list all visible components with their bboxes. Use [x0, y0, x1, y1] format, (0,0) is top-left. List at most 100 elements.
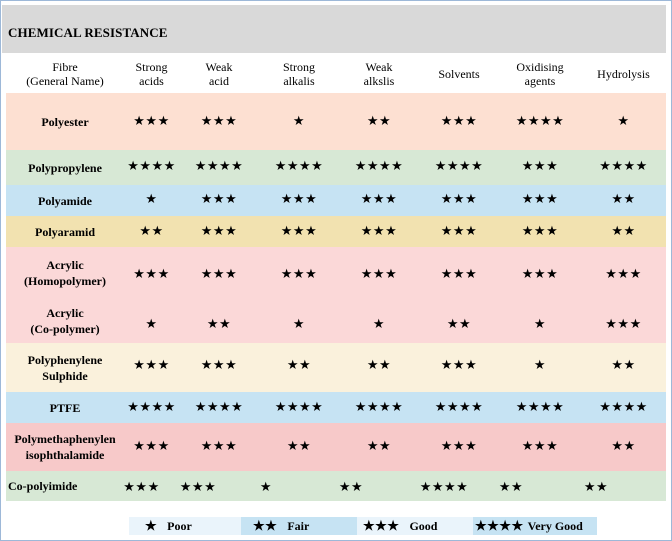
- fibre-name: Polyamide: [38, 193, 92, 208]
- fibre-name: Polypropylene: [28, 160, 102, 175]
- rating-weak-alkalis: ★★★★: [354, 158, 404, 173]
- header-weak-acid: Weak acid: [205, 60, 233, 88]
- rating-solvents: ★★★: [440, 191, 478, 206]
- rating-weak-alkalis: ★★★: [360, 266, 398, 281]
- rating-hydrolysis: ★★: [611, 223, 636, 238]
- rating-strong-alkalis: ★★★★: [274, 158, 324, 173]
- rating-oxidising-agents: ★★★★: [515, 399, 565, 414]
- rating-oxidising-agents: ★★★: [521, 438, 559, 453]
- rating-oxidising-agents: ★: [533, 357, 547, 372]
- legend-fair-stars: ★★: [253, 518, 278, 533]
- rating-weak-acid: ★★★: [179, 479, 217, 494]
- rating-strong-alkalis: ★★: [286, 438, 312, 453]
- rating-solvents: ★★★: [440, 113, 478, 128]
- rating-weak-acid: ★★★: [200, 113, 238, 128]
- rating-strong-acids: ★: [145, 191, 158, 206]
- rating-solvents: ★★★: [440, 438, 478, 453]
- rating-strong-acids: ★★★★: [127, 158, 176, 173]
- rating-strong-acids: ★★★: [133, 357, 170, 372]
- rating-strong-alkalis: ★: [292, 316, 306, 331]
- rating-weak-alkalis: ★★★★: [354, 399, 404, 414]
- fibre-name: PTFE: [49, 400, 81, 415]
- rating-strong-alkalis: ★★★: [280, 191, 318, 206]
- rating-weak-acid: ★★★★: [194, 158, 244, 173]
- header-row: Fibre (General Name) Strong acids Weak a…: [6, 55, 666, 93]
- rating-weak-acid: ★★★: [200, 438, 238, 453]
- fibre-name: Polyester: [41, 114, 89, 129]
- rating-weak-alkalis: ★★: [366, 438, 392, 453]
- legend-poor: ★ Poor: [129, 517, 241, 535]
- rating-hydrolysis: ★★: [611, 191, 636, 206]
- fibre-name: Polyphenylene Sulphide: [27, 352, 103, 383]
- rating-oxidising-agents: ★★★: [521, 266, 559, 281]
- rating-strong-acids: ★★★★: [127, 399, 176, 414]
- rating-strong-alkalis: ★: [259, 479, 273, 494]
- title-bar: CHEMICAL RESISTANCE: [2, 5, 666, 53]
- rating-oxidising-agents: ★★★: [521, 191, 559, 206]
- rating-strong-alkalis: ★★★★: [274, 399, 324, 414]
- rating-solvents: ★★★★: [434, 399, 484, 414]
- table-row: Polyphenylene Sulphide ★★★ ★★★ ★★ ★★ ★★★ ★ ★★: [6, 343, 666, 392]
- rating-strong-alkalis: ★★★: [280, 266, 318, 281]
- rating-solvents: ★★: [446, 316, 472, 331]
- header-hydrolysis: Hydrolysis: [597, 67, 650, 81]
- rating-oxidising-agents: ★★★: [521, 223, 559, 238]
- rating-strong-acids: ★★★: [133, 266, 170, 281]
- rating-weak-acid: ★★★: [200, 266, 238, 281]
- legend-good-stars: ★★★: [363, 518, 400, 533]
- table-row: Polypropylene ★★★★ ★★★★ ★★★★ ★★★★ ★★★★ ★★★ ★★★★: [6, 150, 666, 185]
- rating-strong-acids: ★★★: [133, 438, 170, 453]
- table-row: Polymethaphenylen isophthalamide ★★★ ★★★ ★★…: [6, 423, 666, 471]
- rating-weak-acid: ★★★: [200, 357, 238, 372]
- fibre-name: Acrylic (Co-polymer): [30, 306, 100, 336]
- rating-solvents: ★★★: [440, 357, 478, 372]
- legend-good: ★★★ Good: [357, 517, 473, 535]
- legend-very-good: ★★★★ Very Good: [473, 517, 597, 535]
- rating-weak-alkalis: ★★: [338, 479, 364, 494]
- legend-fair-label: Fair: [287, 518, 310, 533]
- rating-solvents: ★★★★: [419, 479, 469, 494]
- table-row: Acrylic (Co-polymer) ★ ★★ ★ ★ ★★ ★ ★★★: [6, 299, 666, 343]
- rating-hydrolysis: ★: [617, 113, 630, 128]
- rating-weak-alkalis: ★★★: [360, 191, 398, 206]
- rating-oxidising-agents: ★★★: [521, 158, 559, 173]
- fibre-name: Polymethaphenylen isophthalamide: [14, 432, 116, 462]
- table-row: Polyamide ★ ★★★ ★★★ ★★★ ★★★ ★★★ ★★: [6, 185, 666, 216]
- rating-hydrolysis: ★★★: [605, 316, 642, 331]
- rating-weak-acid: ★★★: [200, 191, 238, 206]
- table-row: Co-polyimide ★★★ ★★★ ★ ★★ ★★★★ ★★ ★★: [6, 471, 666, 501]
- rating-oxidising-agents: ★★: [498, 479, 524, 494]
- header-strong-acids: Strong acids: [135, 60, 168, 88]
- header-fibre: Fibre (General Name): [26, 60, 104, 88]
- legend-poor-label: Poor: [167, 518, 192, 533]
- rating-strong-alkalis: ★: [292, 113, 306, 128]
- table-row: Polyester ★★★ ★★★ ★ ★★ ★★★ ★★★★ ★: [6, 93, 666, 150]
- table-row: PTFE ★★★★ ★★★★ ★★★★ ★★★★ ★★★★ ★★★★ ★★★★: [6, 392, 666, 423]
- table-title: CHEMICAL RESISTANCE: [8, 25, 168, 40]
- header-oxidising-agents: Oxidising agents: [516, 60, 564, 88]
- rating-weak-alkalis: ★★: [366, 113, 392, 128]
- rating-hydrolysis: ★★★★: [599, 399, 648, 414]
- rating-strong-acids: ★★★: [123, 479, 160, 494]
- rating-weak-acid: ★★: [206, 316, 232, 331]
- rating-hydrolysis: ★★★: [605, 266, 642, 281]
- rating-solvents: ★★★: [440, 223, 478, 238]
- rating-solvents: ★★★: [440, 266, 478, 281]
- rating-strong-acids: ★★: [139, 223, 164, 238]
- rating-hydrolysis: ★★: [611, 357, 636, 372]
- fibre-name: Acrylic (Homopolymer): [24, 258, 106, 288]
- rating-strong-alkalis: ★★★: [280, 223, 318, 238]
- rating-oxidising-agents: ★★★★: [515, 113, 565, 128]
- rating-strong-acids: ★: [145, 316, 158, 331]
- header-solvents: Solvents: [438, 67, 480, 81]
- rating-weak-acid: ★★★: [200, 223, 238, 238]
- rating-weak-alkalis: ★: [372, 316, 386, 331]
- header-weak-alkalis: Weak alkslis: [363, 60, 395, 88]
- rating-hydrolysis: ★★: [583, 479, 609, 494]
- rating-hydrolysis: ★★★★: [599, 158, 648, 173]
- rating-strong-alkalis: ★★: [286, 357, 312, 372]
- rating-weak-alkalis: ★★: [366, 357, 392, 372]
- legend-very-good-stars: ★★★★: [475, 518, 524, 533]
- rating-oxidising-agents: ★: [533, 316, 547, 331]
